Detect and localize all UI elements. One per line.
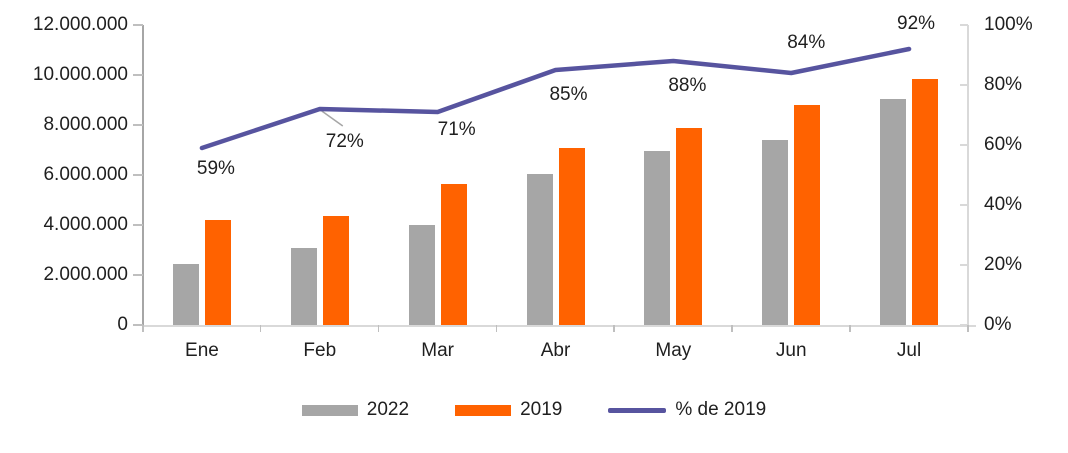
legend-item-2022: 2022 xyxy=(301,399,410,421)
line-point-label-Jul: 92% xyxy=(897,13,936,34)
right-axis-tick xyxy=(960,24,968,26)
x-axis-category-label: Feb xyxy=(303,340,337,361)
right-axis-tick xyxy=(960,324,968,326)
right-axis-tick-label: 80% xyxy=(984,74,1023,95)
legend-swatch-pct-line xyxy=(608,407,667,413)
right-axis-tick xyxy=(960,84,968,86)
bar-2019-Feb xyxy=(322,216,349,325)
left-axis-tick xyxy=(133,124,143,126)
x-axis-category-label: May xyxy=(655,340,692,361)
bar-2022-Feb xyxy=(290,247,317,325)
x-axis-category-label: Abr xyxy=(540,340,571,361)
left-axis-tick xyxy=(133,324,143,326)
left-axis-tick xyxy=(133,24,143,26)
legend-label-2019: 2019 xyxy=(520,399,563,420)
line-point-label-Mar: 71% xyxy=(437,119,476,140)
left-axis-tick-label: 6.000.000 xyxy=(43,164,128,185)
right-axis-tick xyxy=(960,144,968,146)
bar-2022-Jul xyxy=(880,98,907,325)
line-point-label-Ene: 59% xyxy=(196,158,235,179)
x-axis-category-label: Ene xyxy=(185,340,219,361)
bar-2022-Abr xyxy=(526,173,553,325)
left-axis-tick-label: 4.000.000 xyxy=(43,214,128,235)
legend-label-2022: 2022 xyxy=(366,399,410,420)
label-leader-line xyxy=(321,110,344,127)
bar-2022-Jun xyxy=(762,140,789,325)
bar-2019-Jul xyxy=(912,78,939,325)
x-axis-category-label: Mar xyxy=(421,340,454,361)
right-axis-tick-label: 100% xyxy=(984,14,1033,35)
left-axis-tick xyxy=(133,224,143,226)
legend-swatch-2022 xyxy=(301,404,358,416)
left-axis-tick xyxy=(133,274,143,276)
x-axis-category-label: Jul xyxy=(896,340,922,361)
line-point-label-Feb: 72% xyxy=(325,131,364,152)
x-axis-tick xyxy=(613,325,615,332)
x-axis-tick xyxy=(731,325,733,332)
right-axis-tick xyxy=(960,204,968,206)
bar-2019-Jun xyxy=(794,105,821,325)
left-axis-tick-label: 0 xyxy=(117,314,128,335)
chart-legend: 2022 2019 % de 2019 xyxy=(0,399,1068,421)
bar-2022-Ene xyxy=(172,263,199,325)
x-axis-tick xyxy=(967,325,969,332)
legend-label-pct: % de 2019 xyxy=(675,399,767,420)
x-axis-tick xyxy=(377,325,380,332)
right-axis-tick xyxy=(960,264,968,266)
left-axis-tick xyxy=(133,174,143,176)
x-axis-tick xyxy=(495,325,498,332)
left-axis-tick-label: 10.000.000 xyxy=(32,64,128,85)
line-point-label-Abr: 85% xyxy=(549,84,588,105)
legend-item-2019: 2019 xyxy=(455,399,562,421)
right-axis-tick-label: 60% xyxy=(984,134,1023,155)
x-axis-category-label: Jun xyxy=(775,340,807,361)
left-axis-line xyxy=(142,25,144,325)
line-point-label-May: 88% xyxy=(668,75,707,96)
left-axis-tick-label: 12.000.000 xyxy=(32,14,128,35)
x-axis-tick xyxy=(259,325,262,332)
right-axis-tick-label: 40% xyxy=(984,194,1023,215)
right-axis-line xyxy=(967,25,969,325)
left-axis-tick xyxy=(133,74,143,76)
bar-2019-Ene xyxy=(204,220,231,325)
bar-2022-Mar xyxy=(408,225,435,325)
bar-2019-May xyxy=(676,127,703,325)
left-axis-tick-label: 8.000.000 xyxy=(43,114,128,135)
x-axis-tick xyxy=(849,325,851,332)
legend-swatch-2019 xyxy=(455,404,512,416)
line-point-label-Jun: 84% xyxy=(787,32,826,53)
right-axis-tick-label: 0% xyxy=(984,314,1012,335)
legend-item-pct-de-2019: % de 2019 xyxy=(608,399,766,421)
right-axis-tick-label: 20% xyxy=(984,254,1023,275)
x-axis-line xyxy=(142,325,976,327)
bar-2022-May xyxy=(644,151,671,325)
x-axis-tick xyxy=(142,325,144,332)
bar-2019-Mar xyxy=(440,183,467,325)
bar-2019-Abr xyxy=(558,147,585,325)
left-axis-tick-label: 2.000.000 xyxy=(43,264,128,285)
